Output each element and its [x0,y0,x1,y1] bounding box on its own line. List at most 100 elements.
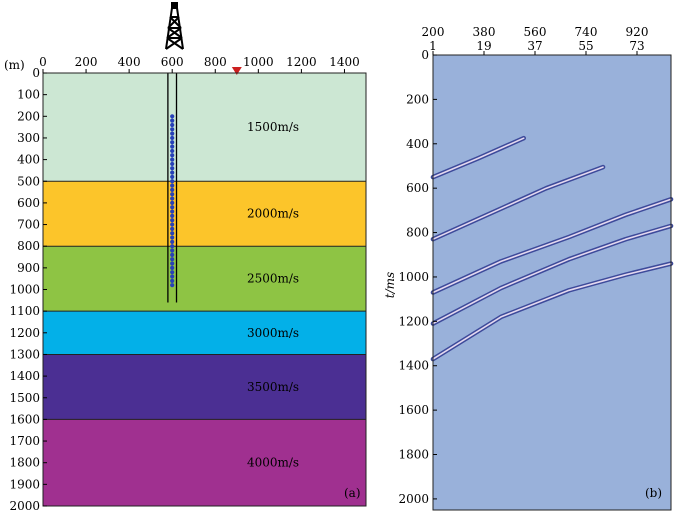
distance-tick-label: 1000 [243,55,274,69]
receiver-point [170,244,175,249]
time-tick-label: 600 [406,181,429,195]
receiver-point [170,248,175,253]
depth-tick-label: 100 [17,88,40,102]
seismic-section-panel: 0 200 400 600 800 1000 1200 1400 1600 1800 2000 200… [383,25,674,511]
time-tick-label: 1600 [398,403,429,417]
distance-tick-label: 800 [204,55,227,69]
distance-tick-label: 1200 [286,55,317,69]
depth-tick-label: 500 [17,174,40,188]
layer-5 [43,354,366,420]
receiver-point [170,283,175,288]
receiver-point [170,166,175,171]
depth-tick-label: 800 [17,239,40,253]
depth-tick-label: 1200 [9,326,40,340]
panel-a-label: (a) [344,486,361,500]
receiver-point [170,161,175,167]
receiver-point [170,274,175,279]
depth-tick-label: 1300 [9,347,40,361]
trace-number-label: 1 [429,39,437,53]
trace-number-label: 37 [527,39,542,53]
layer-1 [43,73,366,182]
receiver-point [170,265,175,270]
reflection-4-peak [432,225,672,325]
receiver-point [170,153,175,158]
depth-tick-label: 700 [17,218,40,232]
receiver-point [170,144,175,149]
depth-tick-label: 1900 [9,477,40,491]
receiver-point [170,179,175,184]
depth-tick-label: 1400 [9,369,40,383]
panel-b-label: (b) [645,486,662,500]
time-tick-label: 400 [406,137,429,151]
receiver-point [170,226,175,231]
trace-number-label: 73 [629,39,644,53]
depth-tick-label: 200 [17,109,40,123]
reflection-1-peak [432,137,525,178]
receiver-depth-label: 200 [422,25,445,39]
receiver-point [170,118,175,123]
depth-tick-label: 1500 [9,391,40,405]
velocity-label: 4000m/s [247,456,299,470]
depth-tick-label: 1000 [9,283,40,297]
trace-number-label: 19 [476,39,491,53]
depth-tick-label: 1700 [9,434,40,448]
time-tick-label: 200 [406,92,429,106]
distance-tick-label: 1400 [329,55,360,69]
reflection-5-peak [432,262,672,360]
layer-2 [43,181,366,247]
section-background [433,55,671,510]
receiver-point [170,218,175,223]
receiver-point [170,122,175,128]
distance-tick-label: 0 [39,55,47,69]
time-tick-label: 2000 [398,492,429,506]
receiver-point [170,192,175,197]
drilling-rig-icon [165,2,184,50]
receiver-point [170,209,175,214]
time-axis-label: t/ms [383,272,397,298]
time-tick-label: 800 [406,226,429,240]
receiver-point [170,127,175,132]
distance-tick-label: 600 [161,55,184,69]
depth-tick-label: 1800 [9,456,40,470]
time-tick-label: 1000 [398,270,429,284]
receiver-point [170,278,175,283]
receiver-point [170,257,175,262]
receiver-point [170,270,175,275]
receiver-point [170,252,175,257]
time-tick-label: 1800 [398,448,429,462]
receiver-point [170,140,175,145]
section-frame [432,54,672,511]
depth-tick-label: 600 [17,196,40,210]
receiver-point [170,148,175,154]
reflection-3-peak [432,198,672,294]
receiver-point [170,200,175,205]
velocity-label: 2500m/s [247,272,299,286]
receiver-point [170,231,175,236]
depth-tick-label: 400 [17,153,40,167]
receiver-point [170,196,175,201]
layer-4 [43,311,366,355]
layer-6 [43,419,366,506]
velocity-label: 2000m/s [247,207,299,221]
receiver-point [170,135,175,141]
layer-3 [43,246,366,312]
velocity-label: 3000m/s [247,326,299,340]
velocity-label: 1500m/s [247,120,299,134]
receiver-point [170,222,175,227]
receiver-depth-label: 560 [524,25,547,39]
receiver-point [170,235,175,240]
time-tick-label: 1400 [398,359,429,373]
receiver-point [170,261,175,266]
depth-tick-label: 0 [32,66,40,80]
receiver-point [170,131,175,136]
velocity-model-panel: 1500m/s 2000m/s 2500m/s 3000m/s 3500m/s 4000m… [4,2,367,513]
receiver-point [170,114,175,119]
depth-tick-label: 1100 [9,304,40,318]
receiver-point [170,174,175,180]
depth-tick-label: 900 [17,261,40,275]
velocity-label: 3500m/s [247,380,299,394]
depth-unit-label: (m) [4,58,25,72]
receiver-point [170,170,175,175]
receiver-point [170,205,175,210]
